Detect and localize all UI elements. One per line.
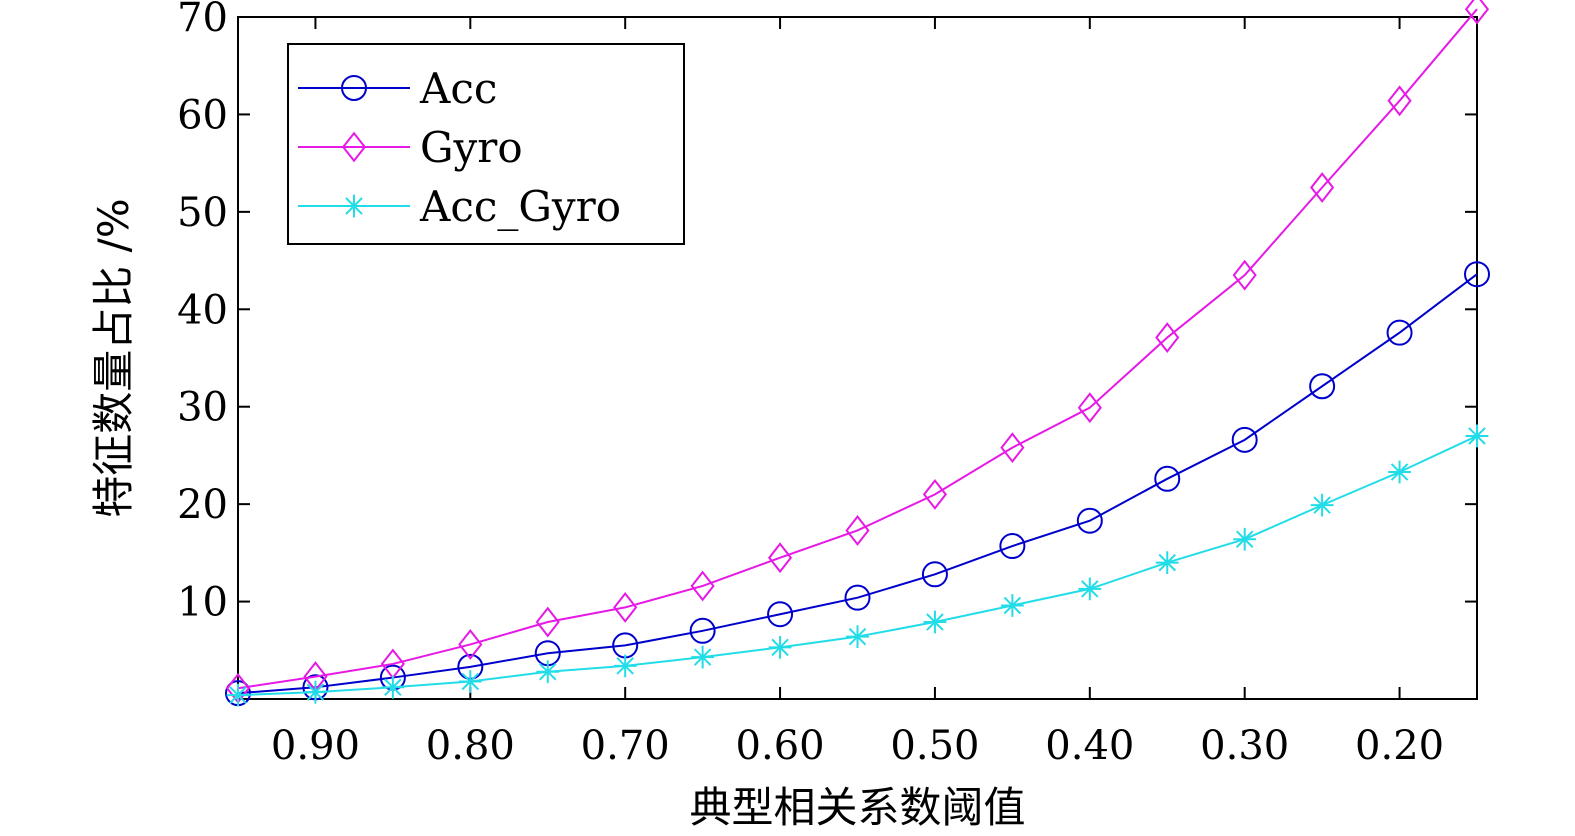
data-point (341, 131, 367, 163)
x-tick-label: 0.20 (1355, 723, 1444, 769)
data-point (613, 591, 638, 623)
x-axis-title: 典型相关系数阈值 (689, 783, 1025, 832)
data-point (767, 601, 794, 628)
data-point (845, 515, 870, 546)
y-tick-label: 20 (177, 482, 228, 528)
x-tick-label: 0.40 (1045, 723, 1134, 769)
y-tick-label: 50 (177, 190, 228, 236)
ticks (238, 16, 1477, 699)
data-point (1155, 322, 1180, 353)
data-point (1387, 85, 1412, 117)
y-tick-label: 30 (177, 385, 228, 431)
y-tick-label: 60 (177, 92, 228, 138)
data-point (921, 561, 948, 588)
data-point (1232, 259, 1257, 291)
data-point (535, 606, 560, 638)
data-point (1386, 319, 1413, 346)
data-point (342, 194, 366, 218)
legend-entry-gyro: Gyro (298, 123, 523, 172)
data-point (1076, 507, 1103, 534)
data-point (341, 75, 367, 101)
x-tick-label: 0.70 (581, 723, 670, 769)
y-tick-label: 70 (177, 0, 228, 41)
data-point (1388, 460, 1411, 484)
data-point (458, 670, 482, 693)
data-point (226, 683, 250, 707)
y-tick-label: 40 (177, 287, 228, 333)
x-tick-label: 0.90 (271, 723, 360, 769)
data-point (1077, 392, 1102, 424)
legend-label: Acc_Gyro (419, 182, 621, 231)
x-tick-label: 0.50 (890, 723, 979, 769)
data-point (381, 675, 405, 699)
data-point (1465, 424, 1489, 448)
data-point (1000, 594, 1024, 617)
data-point (458, 629, 483, 660)
data-point (1309, 373, 1336, 400)
data-point (923, 610, 947, 634)
data-point (844, 584, 871, 611)
data-point (304, 680, 327, 704)
legend-entry-acc-gyro: Acc_Gyro (298, 182, 621, 231)
tick-labels: 0.90 0.80 0.70 0.60 0.50 0.40 0.30 0.20 10 20 30 40… (177, 0, 1444, 769)
data-point (1464, 0, 1490, 25)
x-tick-label: 0.60 (736, 723, 825, 769)
data-point (1233, 527, 1257, 551)
series-gyro (225, 0, 1490, 704)
data-point (1231, 426, 1258, 453)
series-acc (225, 261, 1490, 707)
y-axis-title: 特征数量占比 /% (89, 198, 138, 517)
x-tick-label: 0.30 (1200, 723, 1289, 769)
data-point (690, 570, 715, 602)
data-point (1154, 465, 1181, 492)
x-tick-label: 0.80 (426, 723, 515, 769)
data-point (922, 478, 948, 510)
data-point (1464, 261, 1490, 288)
data-point (1310, 493, 1334, 517)
legend-entry-acc: Acc (298, 64, 497, 113)
data-point (689, 617, 716, 644)
data-point (613, 654, 637, 678)
data-point (846, 625, 869, 649)
legend-label: Gyro (420, 123, 523, 172)
data-point (1310, 172, 1335, 203)
plot-frame (237, 16, 1478, 700)
data-point (768, 635, 792, 659)
legend-label: Acc (419, 64, 497, 113)
series-acc-gyro (226, 424, 1489, 707)
data-point (999, 533, 1026, 560)
series-line (237, 8, 1478, 690)
data-point (1155, 551, 1179, 574)
data-point (1078, 577, 1102, 601)
y-tick-label: 10 (177, 580, 228, 626)
data-point (691, 645, 715, 669)
data-point (767, 542, 793, 574)
series-layer (225, 0, 1490, 707)
series-line (237, 273, 1478, 695)
data-point (536, 660, 560, 684)
data-point (1000, 432, 1025, 464)
legend: Acc Gyro Acc_Gyro (287, 43, 685, 245)
